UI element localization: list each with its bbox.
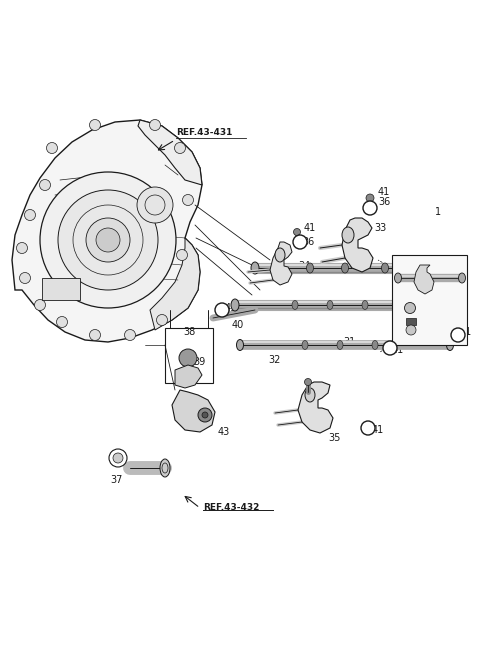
Polygon shape xyxy=(138,120,202,185)
Text: 1: 1 xyxy=(435,207,441,217)
Text: 36: 36 xyxy=(302,237,314,247)
Text: 36: 36 xyxy=(378,197,390,207)
Circle shape xyxy=(16,242,27,253)
Polygon shape xyxy=(12,120,202,342)
Circle shape xyxy=(198,408,212,422)
Polygon shape xyxy=(270,242,292,285)
Ellipse shape xyxy=(251,262,259,274)
Circle shape xyxy=(182,195,193,206)
Circle shape xyxy=(40,172,176,308)
Text: 34: 34 xyxy=(298,261,310,271)
Circle shape xyxy=(124,329,135,341)
Circle shape xyxy=(58,190,158,290)
Circle shape xyxy=(109,449,127,467)
Bar xyxy=(406,318,416,325)
Circle shape xyxy=(137,187,173,223)
Circle shape xyxy=(304,379,312,386)
Ellipse shape xyxy=(417,263,423,273)
Polygon shape xyxy=(172,390,215,432)
Bar xyxy=(392,255,467,345)
Text: 41: 41 xyxy=(392,345,404,355)
Ellipse shape xyxy=(446,339,454,350)
Text: 31: 31 xyxy=(343,337,355,347)
Ellipse shape xyxy=(302,341,308,350)
Ellipse shape xyxy=(231,299,239,311)
Text: 33: 33 xyxy=(374,223,386,233)
Circle shape xyxy=(177,250,188,261)
Text: 41: 41 xyxy=(378,187,390,197)
Circle shape xyxy=(113,453,123,463)
Polygon shape xyxy=(175,365,202,388)
Circle shape xyxy=(202,412,208,418)
Ellipse shape xyxy=(237,339,243,350)
Ellipse shape xyxy=(292,301,298,310)
Circle shape xyxy=(405,303,416,314)
Polygon shape xyxy=(414,265,434,294)
Text: REF.43-432: REF.43-432 xyxy=(203,504,259,512)
Text: 43: 43 xyxy=(218,427,230,437)
Ellipse shape xyxy=(395,273,401,283)
Circle shape xyxy=(451,328,465,342)
Ellipse shape xyxy=(327,301,333,310)
Text: 41: 41 xyxy=(304,223,316,233)
Text: 32: 32 xyxy=(268,355,280,365)
Ellipse shape xyxy=(372,341,378,350)
Circle shape xyxy=(215,303,229,317)
Ellipse shape xyxy=(342,227,354,243)
Text: 39: 39 xyxy=(193,357,205,367)
Ellipse shape xyxy=(160,459,170,477)
Circle shape xyxy=(89,119,100,130)
Ellipse shape xyxy=(275,248,285,262)
Text: 41: 41 xyxy=(460,327,472,337)
Text: 38: 38 xyxy=(183,327,195,337)
Circle shape xyxy=(175,143,185,153)
Ellipse shape xyxy=(446,262,454,274)
Polygon shape xyxy=(150,238,200,330)
Circle shape xyxy=(406,325,416,335)
Circle shape xyxy=(293,229,300,236)
Ellipse shape xyxy=(341,263,348,273)
Ellipse shape xyxy=(458,273,466,283)
Circle shape xyxy=(47,143,58,153)
Text: 3: 3 xyxy=(418,287,424,297)
Text: REF.43-431: REF.43-431 xyxy=(176,128,232,137)
Circle shape xyxy=(96,228,120,252)
Circle shape xyxy=(363,201,377,215)
Text: 37: 37 xyxy=(110,475,122,485)
Circle shape xyxy=(293,235,307,249)
Circle shape xyxy=(179,349,197,367)
Circle shape xyxy=(86,218,130,262)
Ellipse shape xyxy=(382,263,388,273)
Ellipse shape xyxy=(362,301,368,310)
Circle shape xyxy=(39,179,50,191)
Text: 40: 40 xyxy=(232,320,244,330)
Circle shape xyxy=(149,119,160,130)
Bar xyxy=(42,278,80,300)
Ellipse shape xyxy=(307,263,313,273)
Text: 35: 35 xyxy=(328,433,340,443)
Circle shape xyxy=(366,194,374,202)
Circle shape xyxy=(24,210,36,221)
Ellipse shape xyxy=(337,341,343,350)
Text: 41: 41 xyxy=(372,425,384,435)
Ellipse shape xyxy=(435,301,441,310)
Ellipse shape xyxy=(451,299,459,311)
Text: 36: 36 xyxy=(316,385,328,395)
Bar xyxy=(165,328,213,383)
Circle shape xyxy=(35,299,46,310)
Ellipse shape xyxy=(397,301,403,310)
Polygon shape xyxy=(298,382,333,433)
Circle shape xyxy=(361,421,375,435)
Text: 41: 41 xyxy=(225,303,237,313)
Circle shape xyxy=(89,329,100,341)
Text: 2: 2 xyxy=(427,303,433,313)
Circle shape xyxy=(57,316,68,328)
Circle shape xyxy=(156,314,168,326)
Polygon shape xyxy=(342,218,373,272)
Circle shape xyxy=(383,341,397,355)
Ellipse shape xyxy=(305,388,315,402)
Circle shape xyxy=(20,272,31,284)
